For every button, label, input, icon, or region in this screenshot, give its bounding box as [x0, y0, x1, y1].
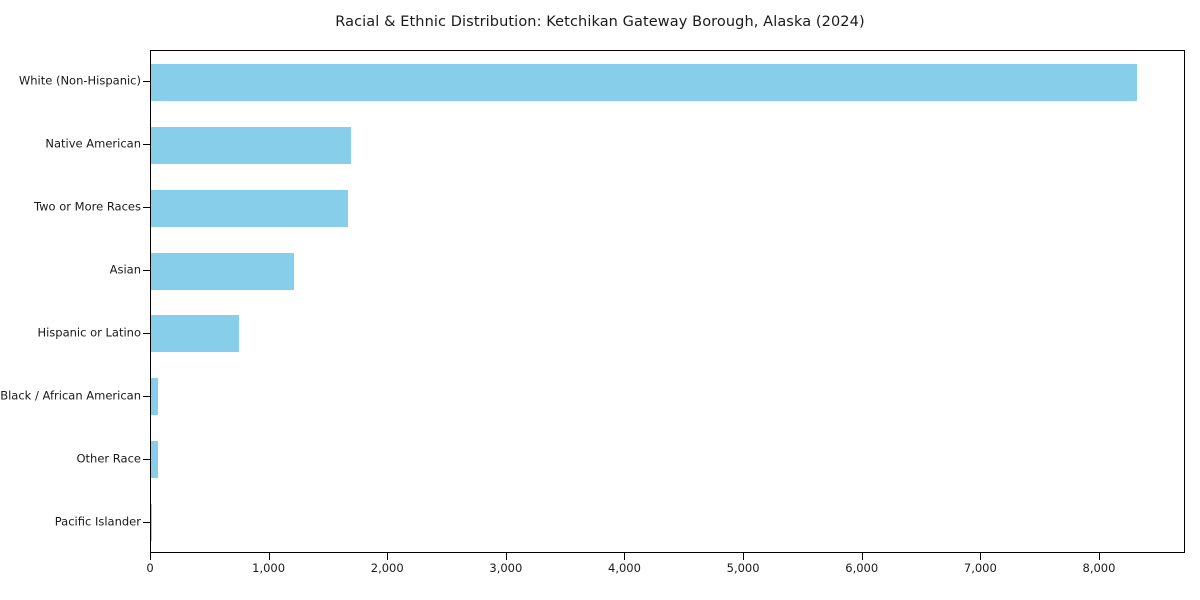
- x-tick-label: 1,000: [252, 561, 286, 575]
- x-tick-mark: [861, 553, 863, 560]
- x-tick-mark: [387, 553, 389, 560]
- x-tick-mark: [624, 553, 626, 560]
- bar-asian: [151, 252, 295, 290]
- y-tick-label: Native American: [45, 136, 141, 151]
- bar-black-african-american: [151, 378, 158, 416]
- x-tick-mark: [505, 553, 507, 560]
- y-tick-label: Black / African American: [0, 388, 141, 403]
- x-tick-label: 7,000: [963, 561, 997, 575]
- x-tick-mark: [1098, 553, 1100, 560]
- x-tick-label: 4,000: [608, 561, 641, 575]
- x-tick-mark: [980, 553, 982, 560]
- x-tick-label: 8,000: [1082, 561, 1116, 575]
- y-tick-label: Hispanic or Latino: [37, 325, 141, 340]
- x-tick-mark: [743, 553, 745, 560]
- y-tick-mark: [143, 332, 150, 334]
- y-tick-label: Other Race: [76, 450, 142, 465]
- y-tick-mark: [143, 395, 150, 397]
- bar-other-race: [151, 441, 158, 479]
- x-tick-mark: [150, 553, 151, 560]
- x-tick-label: 3,000: [489, 561, 523, 575]
- y-tick-label: Asian: [109, 262, 141, 277]
- y-tick-mark: [143, 81, 150, 83]
- bar-two-or-more-races: [151, 189, 349, 227]
- y-tick-mark: [143, 458, 150, 460]
- x-tick-mark: [268, 553, 270, 560]
- y-tick-mark: [143, 521, 150, 523]
- bar-native-american: [151, 126, 351, 164]
- bar-white-non-hispanic: [151, 63, 1138, 101]
- plot-area: [150, 50, 1185, 553]
- x-tick-label: 2,000: [370, 561, 404, 575]
- x-tick-label: 5,000: [726, 561, 760, 575]
- bar-hispanic-or-latino: [151, 315, 240, 353]
- x-tick-label: 6,000: [845, 561, 879, 575]
- y-tick-mark: [143, 270, 150, 272]
- chart-title: Racial & Ethnic Distribution: Ketchikan …: [335, 14, 865, 30]
- y-tick-label: White (Non-Hispanic): [18, 73, 141, 88]
- y-tick-mark: [143, 144, 150, 146]
- y-tick-label: Pacific Islander: [54, 513, 141, 528]
- bar-pacific-islander: [151, 504, 152, 542]
- y-tick-label: Two or More Races: [34, 199, 141, 214]
- x-tick-label: 0: [146, 561, 154, 575]
- y-tick-mark: [143, 207, 150, 209]
